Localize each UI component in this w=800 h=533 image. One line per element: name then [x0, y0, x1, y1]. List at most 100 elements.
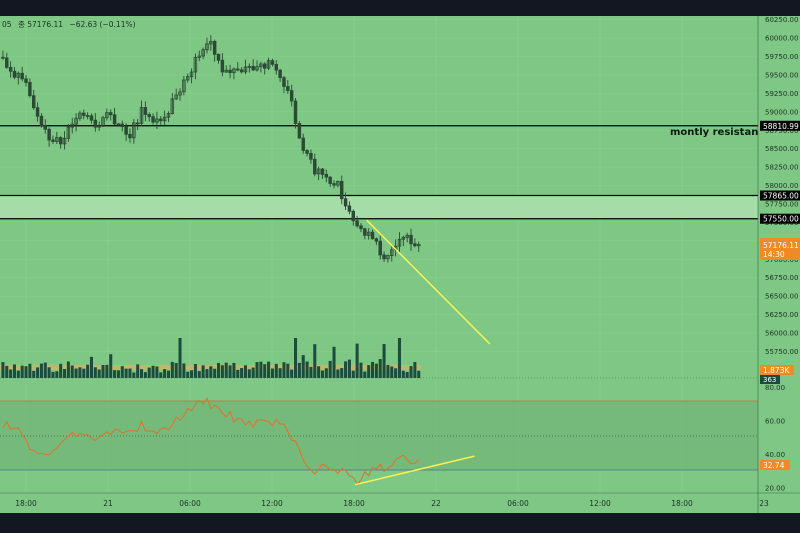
candle-body — [370, 231, 375, 240]
candle-body — [270, 60, 275, 65]
volume-bar — [32, 370, 36, 378]
resistance-zone — [0, 195, 758, 219]
volume-bar — [394, 368, 398, 378]
candle-body — [132, 122, 136, 139]
time-tick-label: 21 — [103, 499, 113, 508]
candle-body — [185, 76, 190, 81]
candle-body — [8, 67, 13, 72]
candle-body — [305, 150, 309, 154]
volume-bar — [128, 368, 132, 378]
candle-body — [97, 125, 101, 128]
volume-bar — [332, 346, 336, 378]
candle-body — [55, 137, 59, 142]
candle-body — [286, 86, 290, 91]
candle-body — [1, 56, 5, 59]
candle-body — [228, 69, 232, 73]
volume-bar — [270, 368, 274, 378]
candle-body — [220, 59, 225, 73]
volume-bar — [355, 343, 359, 378]
candle-body — [93, 119, 98, 128]
price-tick-label: 56500.00 — [765, 293, 798, 301]
candle-body — [39, 115, 44, 127]
legend-symbol: 종 — [18, 20, 25, 29]
volume-bar — [12, 364, 16, 378]
candle-body — [336, 180, 340, 186]
volume-bar — [105, 364, 109, 378]
volume-bar — [397, 338, 401, 378]
volume-bar — [228, 365, 232, 378]
svg-text:363: 363 — [763, 376, 776, 384]
candle-body — [274, 63, 279, 71]
volume-bar — [247, 369, 251, 378]
volume-bar — [217, 362, 221, 378]
candle-body — [89, 115, 94, 121]
candle-body — [251, 66, 255, 71]
price-trendline[interactable] — [366, 219, 491, 345]
volume-bar — [82, 368, 86, 378]
volume-bar — [86, 364, 90, 378]
candle-body — [151, 116, 155, 123]
volume-bar — [259, 361, 263, 378]
candle-body — [332, 183, 336, 186]
volume-bar — [163, 369, 167, 378]
volume-bar — [301, 355, 305, 378]
volume-bar — [97, 369, 101, 378]
volume-secondary-badge: 363 — [760, 375, 780, 384]
candle-body — [116, 123, 121, 126]
price-tick-label: 56000.00 — [765, 329, 798, 337]
volume-bars — [0, 338, 421, 378]
volume-bar — [47, 367, 51, 378]
volume-bar — [170, 361, 174, 378]
time-axis-ticks: 18:00 21 06:00 12:00 18:00 22 06:00 12:00 18:00 2… — [15, 499, 769, 508]
time-tick-label: 23 — [759, 499, 769, 508]
volume-bar — [197, 371, 201, 378]
volume-bar — [344, 361, 348, 378]
candle-body — [74, 117, 78, 125]
candle-body — [189, 71, 194, 78]
volume-bar — [297, 362, 301, 378]
volume-bar — [178, 338, 182, 378]
candle-body — [105, 112, 109, 119]
candle-body — [155, 118, 159, 123]
candle-body — [182, 79, 186, 93]
candle-body — [409, 234, 413, 245]
candle-body — [278, 69, 282, 79]
volume-bar — [224, 362, 228, 378]
candle-body — [178, 91, 182, 96]
trading-chart[interactable]: montly resistance 60250.00 60000.00 59750.… — [0, 16, 800, 513]
volume-bar — [132, 372, 136, 378]
rsi-trendline[interactable] — [355, 455, 475, 486]
candle-body — [401, 236, 406, 240]
volume-bar — [5, 365, 9, 378]
volume-bar — [63, 368, 67, 378]
volume-bar — [347, 359, 351, 378]
candle-body — [24, 78, 28, 83]
volume-bar — [328, 360, 332, 378]
level-badge-label: 58810.99 — [763, 122, 799, 131]
candle-body — [124, 126, 128, 135]
candle-body — [51, 139, 55, 142]
price-tick-label: 56750.00 — [765, 274, 798, 282]
candle-body — [70, 123, 74, 128]
candle-body — [128, 133, 132, 139]
candle-body — [416, 244, 421, 247]
candle-body — [201, 49, 205, 57]
price-axis — [758, 16, 800, 513]
candle-body — [262, 63, 267, 69]
candle-body — [43, 125, 48, 130]
volume-bar — [20, 365, 24, 378]
volume-bar — [336, 369, 340, 378]
candle-body — [166, 113, 171, 118]
volume-bar — [70, 365, 74, 378]
volume-bar — [382, 344, 386, 378]
candle-body — [159, 118, 163, 122]
volume-bar — [143, 372, 147, 378]
time-tick-label: 18:00 — [15, 499, 37, 508]
volume-bar — [24, 366, 28, 378]
volume-bar — [174, 362, 178, 378]
volume-bar — [193, 364, 197, 378]
candle-body — [382, 254, 386, 260]
candle-body — [135, 122, 140, 125]
candle-body — [239, 69, 244, 73]
candle-body — [374, 238, 379, 242]
